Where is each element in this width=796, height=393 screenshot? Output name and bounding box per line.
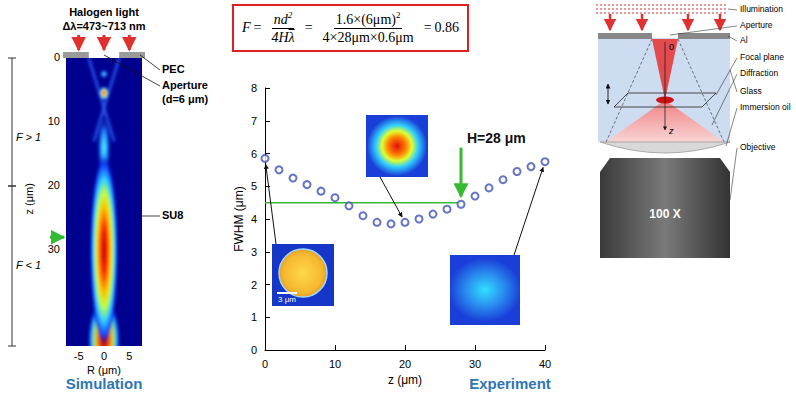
svg-text:30: 30 — [48, 243, 60, 255]
svg-text:0: 0 — [54, 51, 60, 63]
svg-text:Aperture: Aperture — [740, 20, 773, 30]
svg-text:-5: -5 — [74, 350, 84, 362]
svg-text:SU8: SU8 — [162, 209, 183, 221]
svg-text:Objective: Objective — [740, 142, 776, 152]
svg-text:1: 1 — [251, 311, 257, 323]
svg-text:30: 30 — [469, 358, 481, 370]
svg-text:PEC: PEC — [162, 63, 185, 75]
svg-text:3 μm: 3 μm — [278, 295, 296, 304]
svg-text:7: 7 — [251, 115, 257, 127]
svg-text:4: 4 — [251, 213, 257, 225]
svg-text:5: 5 — [251, 180, 257, 192]
svg-text:Al: Al — [740, 35, 748, 45]
svg-text:0: 0 — [101, 350, 107, 362]
html-text:4H λ: 4H λ — [271, 29, 295, 45]
html-text:= 0.86: = 0.86 — [423, 20, 460, 35]
svg-text:Simulation: Simulation — [66, 375, 143, 392]
svg-text:40: 40 — [539, 358, 551, 370]
html-text:F =: F = — [242, 20, 262, 35]
svg-text:H=28 μm: H=28 μm — [467, 130, 526, 146]
svg-text:100 X: 100 X — [649, 207, 680, 221]
svg-text:z (μm): z (μm) — [23, 183, 35, 214]
svg-text:Glass: Glass — [740, 86, 762, 96]
svg-text:20: 20 — [399, 358, 411, 370]
svg-text:10: 10 — [329, 358, 341, 370]
svg-text:Aperture: Aperture — [162, 79, 208, 91]
svg-text:FWHM (μm): FWHM (μm) — [232, 186, 246, 252]
svg-text:Halogen light: Halogen light — [69, 6, 139, 18]
svg-text:Diffraction: Diffraction — [740, 68, 778, 78]
svg-text:3: 3 — [251, 246, 257, 258]
svg-text:Immersion oil: Immersion oil — [740, 102, 791, 112]
svg-text:0: 0 — [669, 42, 674, 52]
svg-text:20: 20 — [48, 179, 60, 191]
svg-text:(d=6 μm): (d=6 μm) — [162, 93, 208, 105]
svg-text:10: 10 — [48, 115, 60, 127]
svg-text:Experiment: Experiment — [469, 375, 551, 392]
svg-text:Δλ=473~713 nm: Δλ=473~713 nm — [62, 20, 145, 32]
svg-text:0: 0 — [262, 358, 268, 370]
svg-text:8: 8 — [251, 82, 257, 94]
svg-text:6: 6 — [251, 148, 257, 160]
svg-text:Focal plane: Focal plane — [740, 52, 784, 62]
html-text:4×28μm×0.6μm: 4×28μm×0.6μm — [322, 29, 414, 45]
svg-text:Illumination: Illumination — [740, 4, 783, 14]
svg-text:5: 5 — [126, 350, 132, 362]
html-text:nd2: nd2 — [273, 9, 293, 27]
svg-text:2: 2 — [251, 279, 257, 291]
svg-text:R (μm): R (μm) — [87, 364, 121, 376]
svg-text:F > 1: F > 1 — [16, 131, 41, 143]
svg-text:z: z — [668, 126, 674, 136]
html-text:1.6×(6μm)2: 1.6×(6μm)2 — [335, 9, 401, 27]
svg-text:0: 0 — [251, 344, 257, 356]
svg-text:F < 1: F < 1 — [16, 259, 41, 271]
svg-text:z (μm): z (μm) — [388, 373, 422, 387]
